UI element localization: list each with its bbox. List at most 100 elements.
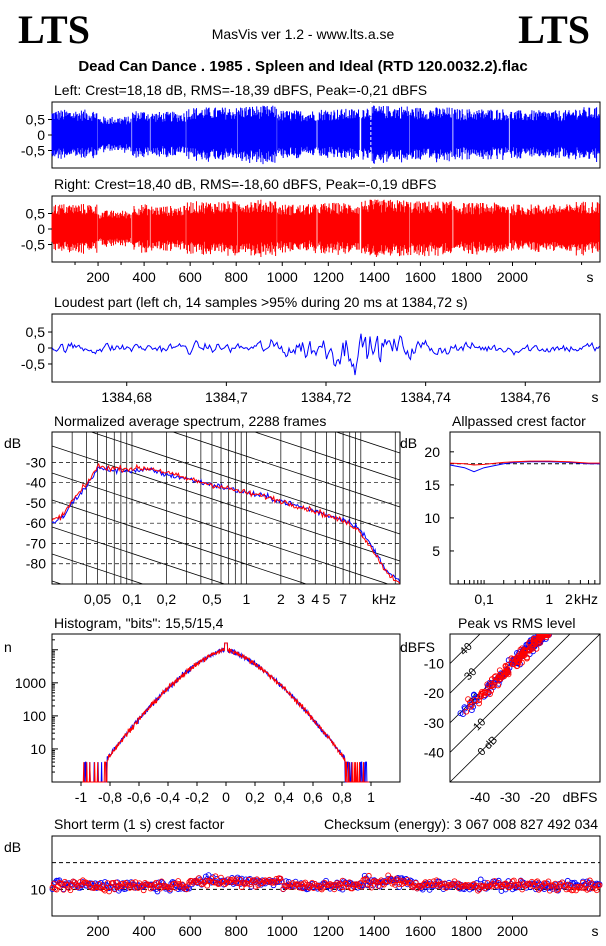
shortterm-point — [556, 883, 563, 890]
peakrms-point — [465, 696, 472, 703]
track-title: Dead Can Dance . 1985 . Spleen and Ideal… — [78, 58, 528, 75]
peakrms-xlabel: dBFS — [562, 789, 597, 805]
loudest-xtick-label: 1384,7 — [205, 389, 248, 405]
shortterm-point — [571, 884, 578, 891]
spectrum-slant — [253, 432, 400, 481]
shortterm-point — [472, 883, 479, 890]
histogram-xtick-label: 0,6 — [303, 789, 323, 805]
shortterm-point — [509, 878, 516, 885]
peakrms-point — [514, 658, 521, 665]
shortterm-point — [276, 879, 282, 885]
histogram-xtick-label: -0,8 — [98, 789, 122, 805]
spectrum-slant — [335, 432, 400, 454]
shortterm-point — [212, 873, 219, 880]
peakrms-xtick-label: -40 — [470, 789, 490, 805]
shortterm-point — [562, 882, 568, 889]
shortterm-point — [407, 879, 414, 886]
loudest-xtick-label: 1384,74 — [400, 389, 451, 405]
peakrms-ytick-label: -30 — [424, 715, 444, 731]
shortterm-point — [186, 879, 193, 885]
peakrms-point — [545, 634, 552, 638]
histogram-xtick-label: -0,2 — [185, 789, 209, 805]
shortterm-point — [140, 887, 147, 894]
peakrms-point — [526, 646, 533, 653]
shortterm-point — [383, 878, 390, 885]
spectrum-xtick-label: 1 — [242, 591, 250, 607]
shortterm-xtick-label: 200 — [86, 923, 110, 939]
shortterm-point — [341, 884, 347, 891]
shortterm-point — [389, 880, 396, 887]
shortterm-point — [388, 875, 394, 882]
shortterm-point — [426, 887, 433, 893]
shortterm-point — [433, 877, 440, 884]
spectrum-ytick-label: -50 — [26, 495, 46, 511]
shortterm-point — [346, 879, 353, 886]
shortterm-series-1 — [49, 872, 603, 895]
shortterm-point — [426, 879, 433, 885]
shortterm-point — [301, 880, 307, 887]
peakrms-point — [526, 640, 533, 647]
histogram-xtick-label: 1 — [367, 789, 375, 805]
shortterm-point — [269, 880, 275, 886]
peakrms-point — [517, 646, 524, 653]
shortterm-point — [267, 878, 274, 885]
shortterm-point — [277, 875, 284, 882]
shortterm-point — [531, 882, 538, 889]
loudest-ytick-label: -0,5 — [21, 356, 45, 372]
peakrms-point — [491, 681, 498, 688]
shortterm-point — [581, 885, 588, 892]
shortterm-point — [202, 877, 209, 884]
peakrms-diagonal — [450, 634, 481, 665]
right-channel-ytick-label: -0,5 — [21, 237, 45, 253]
shortterm-point — [447, 882, 454, 889]
spectrum-xtick-label: 0,05 — [84, 591, 111, 607]
shortterm-point — [374, 879, 380, 886]
shortterm-point — [214, 880, 220, 886]
loudest-ytick-label: 0,5 — [26, 324, 46, 340]
spectrum-xtick-label: 5 — [322, 591, 330, 607]
shortterm-point — [114, 884, 121, 891]
spectrum-ytick-label: -30 — [26, 454, 46, 470]
shortterm-point — [296, 884, 303, 891]
shortterm-point — [319, 886, 325, 893]
histogram-xtick-label: -0,4 — [156, 789, 180, 805]
peakrms-point — [488, 683, 495, 690]
shortterm-point — [223, 880, 230, 886]
left-channel-title: Left: Crest=18,18 dB, RMS=-18,39 dBFS, P… — [54, 82, 427, 98]
shortterm-point — [229, 879, 235, 886]
allpass-ytick-label: 15 — [424, 477, 440, 493]
shortterm-point — [533, 879, 539, 886]
shortterm-point — [338, 884, 345, 891]
shortterm-point — [110, 880, 117, 886]
peakrms-point — [487, 691, 493, 697]
spectrum-slant — [52, 472, 390, 584]
shortterm-point — [552, 880, 559, 887]
shortterm-xtick-label: 1800 — [451, 923, 482, 939]
peakrms-diagonal — [450, 634, 511, 694]
logo-left: LTS — [18, 7, 90, 52]
shortterm-point — [153, 879, 159, 886]
shortterm-point — [425, 882, 432, 888]
shortterm-xtick-label: 1000 — [267, 923, 298, 939]
shortterm-point — [67, 887, 74, 894]
spectrum-slant — [52, 553, 145, 584]
shortterm-point — [502, 880, 509, 887]
right-channel-xtick-label: 200 — [86, 269, 110, 285]
peakrms-point — [519, 652, 526, 659]
shortterm-point — [418, 884, 425, 890]
peakrms-xtick-label: -30 — [500, 789, 520, 805]
peakrms-point — [489, 682, 496, 689]
shortterm-point — [354, 884, 361, 891]
spectrum-xtick-label: 7 — [339, 591, 347, 607]
shortterm-point — [578, 884, 585, 891]
spectrum-series-1 — [52, 462, 400, 584]
spectrum-ytick-label: -40 — [26, 475, 46, 491]
allpass-ytick-label: 20 — [424, 444, 440, 460]
spectrum-title: Normalized average spectrum, 2288 frames — [54, 413, 326, 429]
histogram-xtick-label: 0,8 — [332, 789, 352, 805]
peakrms-point — [504, 667, 511, 674]
shortterm-point — [75, 882, 82, 889]
loudest-xtick-label: 1384,72 — [301, 389, 352, 405]
shortterm-point — [515, 884, 521, 890]
peakrms-point — [477, 692, 484, 699]
